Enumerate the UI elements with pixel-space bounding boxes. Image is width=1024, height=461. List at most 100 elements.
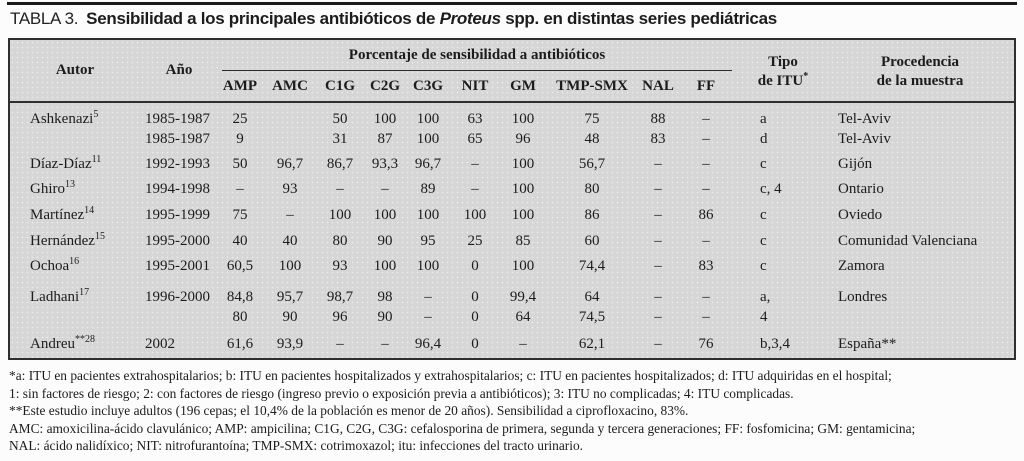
- cell-amp: 40: [232, 233, 248, 249]
- cell-nal: –: [654, 156, 662, 172]
- antibiotic-column-headers: AMP AMC C1G C2G C3G NIT GM TMP-SMX NAL F…: [218, 78, 736, 95]
- table-title-text-suffix: spp. en distintas series pediátricas: [500, 9, 777, 28]
- author-reference: 16: [69, 256, 80, 267]
- author-name: Díaz-Díaz: [30, 156, 92, 172]
- cell-tmp-smx: 75: [584, 111, 600, 127]
- cell-nit: 0: [471, 336, 479, 352]
- table-row: Martínez14 1995-1999 75 – 100 100 100 10…: [10, 205, 1014, 225]
- cell-tipo-itu: c: [760, 156, 767, 172]
- cell-year: 1985-1987: [145, 131, 210, 147]
- cell-tmp-smx: 48: [584, 131, 600, 147]
- cell-amp: 60,5: [226, 258, 254, 274]
- tipo-header-line2: de ITU: [757, 73, 804, 89]
- cell-nit: 0: [471, 258, 479, 274]
- cell-c3g: 96,7: [414, 156, 442, 172]
- footnote-line: *a: ITU en pacientes extrahospitalarios;…: [9, 368, 892, 383]
- cell-nal: –: [654, 289, 662, 305]
- cell-origin: Oviedo: [838, 207, 883, 223]
- cell-c2g: 90: [377, 309, 393, 325]
- cell-ff: –: [702, 156, 710, 172]
- cell-year: [140, 307, 218, 327]
- table-row: 80 90 96 90 – 0 64 74,5 – – 4: [10, 307, 1014, 327]
- cell-tmp-smx: 86: [584, 207, 600, 223]
- author-name: Andreu: [30, 336, 75, 352]
- table-row: Andreu**28 2002 61,6 93,9 – – 96,4 0 – 6…: [10, 334, 1014, 354]
- cell-c3g: 100: [416, 131, 440, 147]
- footnote-line: 1: sin factores de riesgo; 2: con factor…: [9, 385, 794, 401]
- cell-tmp-smx: 80: [584, 181, 600, 197]
- proc-header-line2: de la muestra: [876, 73, 964, 89]
- cell-nal: –: [654, 233, 662, 249]
- cell-c3g: –: [424, 309, 432, 325]
- cell-tipo-itu: b,3,4: [760, 336, 790, 352]
- cell-c2g: 100: [373, 258, 397, 274]
- col-header-autor: Autor: [55, 62, 95, 78]
- cell-c3g: 89: [420, 181, 436, 197]
- cell-nit: –: [471, 156, 479, 172]
- data-table: Autor Año Porcentaje de sensibilidad a a…: [8, 38, 1016, 360]
- cell-tmp-smx: 64: [584, 289, 600, 305]
- author-name: Ochoa: [30, 258, 70, 274]
- author-reference: 13: [65, 179, 75, 190]
- cell-nal: –: [654, 207, 662, 223]
- cell-tipo-itu: c: [760, 207, 767, 223]
- cell-nit: 0: [471, 289, 479, 305]
- cell-tipo-itu: c: [760, 233, 767, 249]
- cell-origin: Tel-Aviv: [838, 131, 891, 147]
- cell-amp: 75: [232, 207, 248, 223]
- cell-origin: Ontario: [838, 181, 884, 197]
- cell-author: Martínez14: [10, 205, 140, 225]
- cell-amc: 96,7: [276, 156, 304, 172]
- cell-amp: 50: [232, 156, 248, 172]
- cell-tipo-itu: d: [760, 131, 768, 147]
- col-header-gm: GM: [510, 78, 536, 94]
- cell-author: Ghiro13: [10, 179, 140, 199]
- footnote-line: **Este estudio incluye adultos (196 cepa…: [9, 403, 689, 419]
- table-title: TABLA 3. Sensibilidad a los principales a…: [10, 9, 1016, 29]
- cell-tmp-smx: 62,1: [578, 336, 606, 352]
- cell-c1g: 100: [328, 207, 352, 223]
- col-header-c1g: C1G: [325, 78, 355, 94]
- author-reference: 5: [93, 109, 99, 120]
- cell-amc: 93: [282, 181, 298, 197]
- table-row: Hernández15 1995-2000 40 40 80 90 95 25 …: [10, 231, 1014, 251]
- cell-c2g: 87: [377, 131, 393, 147]
- cell-ff: –: [702, 181, 710, 197]
- author-name: Hernández: [30, 233, 95, 249]
- table-row: 1985-1987 9 31 87 100 65 96 48 83 – d Te…: [10, 129, 1014, 149]
- cell-author: Hernández15: [10, 231, 140, 251]
- table-row: Ochoa16 1995-2001 60,5 100 93 100 100 0 …: [10, 256, 1014, 276]
- table-body: Ashkenazi5 1985-1987 25 50 100 100 63 10…: [10, 105, 1014, 354]
- cell-gm: 85: [515, 233, 531, 249]
- cell-origin: Tel-Aviv: [838, 111, 891, 127]
- col-header-amp: AMP: [222, 78, 258, 94]
- cell-gm: 99,4: [509, 289, 537, 305]
- cell-amp: 80: [232, 309, 248, 325]
- table-row: Ghiro13 1994-1998 – 93 – – 89 – 100 80 –…: [10, 179, 1014, 199]
- cell-author: Ashkenazi5: [10, 109, 140, 129]
- cell-origin: España**: [838, 336, 897, 352]
- cell-c2g: –: [381, 336, 389, 352]
- cell-gm: 100: [511, 207, 535, 223]
- cell-amp: 61,6: [226, 336, 254, 352]
- cell-nit: –: [471, 181, 479, 197]
- table-title-italic-genus: Proteus: [439, 9, 502, 28]
- cell-year: 1995-1999: [145, 207, 210, 223]
- col-header-amc: AMC: [272, 78, 308, 94]
- cell-c3g: 96,4: [414, 336, 442, 352]
- cell-tipo-itu: c, 4: [760, 181, 782, 197]
- cell-c1g: 98,7: [326, 289, 354, 305]
- cell-nal: –: [654, 336, 662, 352]
- cell-tmp-smx: 74,4: [578, 258, 606, 274]
- footnotes: *a: ITU en pacientes extrahospitalarios;…: [9, 367, 1018, 455]
- cell-gm: 100: [511, 156, 535, 172]
- cell-ff: 83: [698, 258, 714, 274]
- cell-tipo-itu: c: [760, 258, 767, 274]
- table-row: Díaz-Díaz11 1992-1993 50 96,7 86,7 93,3 …: [10, 154, 1014, 174]
- cell-amc: 40: [282, 233, 298, 249]
- cell-ff: –: [702, 131, 710, 147]
- cell-origin: Gijón: [838, 156, 873, 172]
- col-header-nit: NIT: [461, 78, 489, 94]
- cell-nit: 0: [471, 309, 479, 325]
